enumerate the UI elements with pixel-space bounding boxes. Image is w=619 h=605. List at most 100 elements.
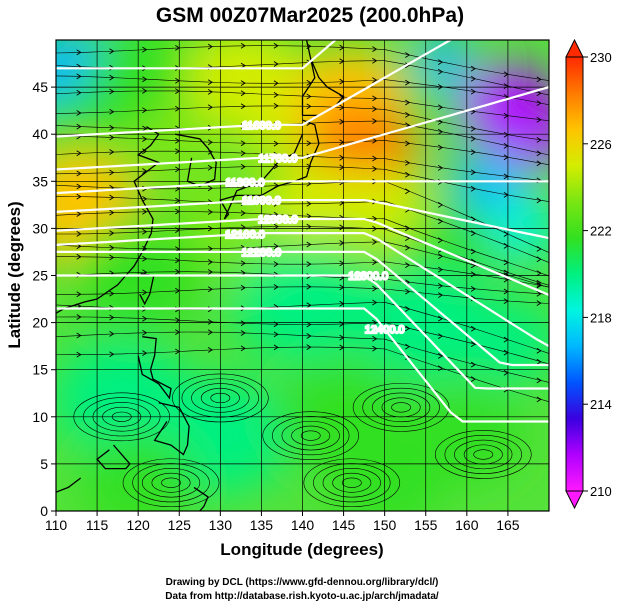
streamline-arrow [437, 292, 444, 298]
y-tick-label: 30 [32, 220, 48, 236]
streamline [56, 256, 549, 288]
streamline-arrow [339, 224, 345, 231]
coastline [193, 486, 209, 511]
y-tick-label: 40 [32, 126, 48, 142]
streamline-arrow [503, 336, 509, 343]
streamline-arrow [372, 335, 378, 342]
streamline-arrow [470, 88, 476, 95]
streamline-arrow [339, 78, 345, 85]
height-contour-label: 12200.0 [242, 247, 282, 259]
y-tick-label: 25 [32, 268, 48, 284]
streamline-arrow [372, 225, 378, 232]
coastline [219, 119, 320, 220]
streamline-arrow [175, 246, 181, 252]
streamline-arrow [207, 329, 213, 336]
streamline-arrow [76, 231, 82, 237]
y-axis-ticks: 0 5 10 15 20 25 30 35 40 45 [32, 79, 56, 519]
streamline-arrow [470, 341, 476, 347]
streamline-arrow [536, 396, 542, 403]
colorbar: 210 214 218 222 226 230 [565, 38, 612, 510]
streamline-arrow [503, 243, 509, 249]
streamline-arrow [339, 118, 345, 125]
coastline [56, 126, 161, 314]
streamline-arrow [273, 92, 279, 98]
streamline-arrow [405, 288, 411, 295]
streamline-arrow [405, 99, 411, 106]
colorbar-tick-label: 222 [590, 224, 612, 239]
streamline-arrow [372, 77, 378, 83]
eddy-streamline [391, 402, 412, 413]
eddy-streamline [381, 397, 421, 418]
streamline-arrow [306, 103, 312, 110]
y-tick-label: 0 [40, 503, 48, 519]
height-contour-label: 11900.0 [242, 195, 281, 207]
streamline-arrow [536, 270, 542, 276]
streamline [56, 211, 549, 277]
streamline-arrow [306, 241, 312, 248]
x-tick-label: 160 [455, 517, 479, 533]
height-contour-label: 12000.0 [258, 214, 298, 226]
streamline-arrow [536, 246, 542, 252]
height-contour [56, 180, 549, 195]
streamline-arrow [142, 329, 148, 336]
streamline-arrow [437, 218, 444, 225]
streamline-arrow [240, 345, 246, 352]
eddy-streamline [132, 463, 210, 503]
streamline-arrow [142, 315, 148, 322]
streamline-arrow [240, 80, 246, 86]
streamline-arrow [76, 170, 82, 177]
streamline-arrow [109, 124, 115, 131]
streamline-arrow [405, 235, 411, 241]
streamline-arrow [109, 290, 115, 297]
eddy-streamline [444, 434, 522, 474]
streamline-arrow [175, 148, 181, 155]
streamline-arrow [76, 89, 82, 96]
x-tick-label: 165 [496, 517, 520, 533]
y-tick-label: 20 [32, 315, 48, 331]
streamline-arrow [76, 193, 82, 200]
streamline-arrow [207, 259, 213, 265]
colorbar-tick-label: 230 [590, 50, 612, 65]
eddy-streamline [434, 430, 532, 479]
streamline-arrow [470, 248, 476, 255]
streamline [56, 316, 549, 365]
eddy-streamline [73, 392, 171, 442]
height-contour-label: 11600.0 [242, 120, 281, 132]
streamline-arrow [503, 131, 509, 138]
eddy-streamline [92, 402, 151, 432]
streamline-arrow [372, 46, 378, 52]
streamline-arrow [175, 88, 181, 94]
streamline-arrow [437, 266, 444, 273]
coastline [96, 444, 131, 470]
eddy-streamline [141, 468, 201, 498]
streamline-arrow [306, 163, 312, 170]
y-axis-label: Latitude (degrees) [5, 201, 24, 348]
eddy-streamline [111, 411, 132, 422]
eddy-streamline [122, 458, 220, 508]
streamline-arrow [306, 79, 312, 86]
streamline-arrow [76, 183, 82, 190]
streamline-arrow [339, 344, 345, 351]
credit-line-1: Drawing by DCL (https://www.gfd-dennou.o… [166, 577, 439, 588]
height-contour [56, 40, 453, 138]
streamline-arrow [175, 329, 181, 335]
y-tick-label: 35 [32, 173, 48, 189]
streamline-arrow [372, 166, 378, 172]
streamline-arrow [240, 284, 246, 291]
height-contour [56, 250, 549, 367]
height-contour-label: 12400.0 [365, 324, 405, 336]
streamline-arrow [76, 351, 82, 358]
streamline-arrow [470, 65, 476, 72]
streamline-arrow [470, 271, 476, 278]
eddy-streamline [322, 468, 381, 498]
streamline [56, 165, 549, 202]
x-tick-label: 140 [291, 517, 315, 533]
height-contour [56, 274, 549, 390]
streamline-arrow [339, 154, 345, 161]
streamline-arrow [76, 49, 82, 56]
streamline-arrow [339, 104, 345, 111]
streamline-arrow [503, 143, 509, 149]
eddy-streamline [272, 416, 350, 456]
streamline-arrow [339, 334, 345, 341]
streamline-arrow [240, 210, 246, 216]
